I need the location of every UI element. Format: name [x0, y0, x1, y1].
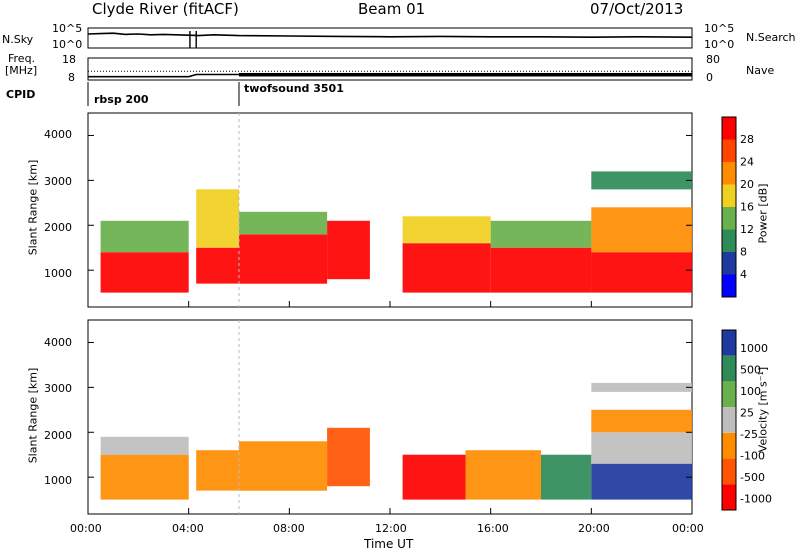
power-ytick-2000: 2000 — [44, 221, 72, 234]
power-cell — [100, 252, 189, 293]
freq-left-label-2: [MHz] — [5, 64, 38, 77]
power-cell — [327, 220, 370, 280]
power-colorbar-tick: 20 — [740, 178, 754, 191]
velocity-cell — [100, 436, 189, 455]
velocity-cell — [541, 454, 592, 500]
xtick-2000: 20:00 — [578, 522, 610, 535]
noise-panel-frame — [87, 27, 693, 49]
velocity-colorbar-tick: 25 — [740, 407, 754, 420]
power-ytick-3000: 3000 — [44, 175, 72, 188]
power-colorbar-segment — [722, 207, 736, 230]
beam-title: Beam 01 — [358, 0, 426, 18]
power-colorbar-frame — [721, 116, 737, 298]
noise-right-tick-bottom: 10^0 — [704, 38, 735, 51]
noise-left-tick-top: 10^5 — [52, 22, 83, 35]
freq-right-label: Nave — [746, 64, 775, 77]
cpid-program-1: rbsp 200 — [94, 93, 149, 106]
xtick-1200: 12:00 — [375, 522, 407, 535]
power-colorbar-tick: 28 — [740, 133, 754, 146]
velocity-cell — [402, 454, 466, 500]
velocity-ytick-3000: 3000 — [44, 382, 72, 395]
velocity-colorbar-tick: 1000 — [740, 342, 768, 355]
velocity-colorbar-tick: -1000 — [740, 493, 772, 506]
xaxis-label: Time UT — [364, 537, 414, 551]
power-cell — [100, 220, 189, 253]
velocity-cell — [591, 409, 692, 433]
date-title: 07/Oct/2013 — [590, 0, 684, 18]
velocity-cell — [591, 382, 692, 392]
power-cell — [490, 220, 592, 248]
power-cell — [402, 216, 491, 244]
power-colorbar-tick: 24 — [740, 156, 754, 169]
velocity-colorbar-segment — [722, 381, 736, 408]
power-cell — [402, 243, 491, 293]
power-ytick-4000: 4000 — [44, 128, 72, 141]
cpid-program-2: twofsound 3501 — [244, 82, 344, 95]
velocity-cell — [100, 454, 189, 500]
velocity-colorbar-tick: 500 — [740, 364, 761, 377]
noise-right-label: N.Search — [746, 31, 796, 44]
freq-left-tick-bottom: 8 — [68, 71, 75, 84]
velocity-ytick-2000: 2000 — [44, 429, 72, 442]
velocity-colorbar-segment — [722, 355, 736, 382]
freq-dense-band — [239, 72, 692, 77]
power-colorbar-segment — [722, 274, 736, 297]
freq-right-tick-top: 80 — [706, 53, 720, 66]
power-colorbar-tick: 12 — [740, 223, 754, 236]
velocity-cell — [196, 450, 239, 491]
xtick-2400: 00:00 — [672, 522, 704, 535]
power-colorbar-tick: 4 — [740, 268, 747, 281]
velocity-colorbar-tick: 100 — [740, 385, 761, 398]
power-cell — [591, 171, 692, 190]
velocity-colorbar-segment — [722, 484, 736, 510]
power-colorbar-tick: 16 — [740, 201, 754, 214]
velocity-ytick-1000: 1000 — [44, 474, 72, 487]
freq-panel-frame — [87, 57, 693, 81]
velocity-colorbar-tick: -100 — [740, 450, 765, 463]
velocity-cell — [327, 427, 370, 487]
freq-left-tick-top: 18 — [62, 53, 76, 66]
noise-sky-line — [87, 32, 693, 39]
xtick-0000: 00:00 — [70, 522, 102, 535]
power-colorbar-tick: 8 — [740, 246, 747, 259]
power-colorbar-segment — [722, 117, 736, 140]
velocity-colorbar-frame — [721, 329, 737, 511]
power-ytick-1000: 1000 — [44, 267, 72, 280]
power-cell — [239, 234, 328, 284]
xtick-0800: 08:00 — [273, 522, 305, 535]
power-colorbar-segment — [722, 229, 736, 252]
velocity-cell — [239, 441, 328, 491]
freq-left-label-1: Freq. — [8, 52, 36, 65]
power-colorbar-segment — [722, 139, 736, 162]
velocity-cell — [591, 432, 692, 464]
freq-right-tick-bottom: 0 — [706, 71, 713, 84]
power-cell — [490, 247, 592, 293]
velocity-colorbar-segment — [722, 407, 736, 433]
power-cell — [591, 252, 692, 293]
velocity-colorbar-tick: -25 — [740, 428, 758, 441]
velocity-ytick-4000: 4000 — [44, 336, 72, 349]
power-cell — [591, 207, 692, 253]
velocity-colorbar-segment — [722, 432, 736, 459]
power-colorbar-segment — [722, 252, 736, 275]
power-cell — [239, 211, 328, 235]
power-colorbar-segment — [722, 162, 736, 185]
noise-left-tick-bottom: 10^0 — [52, 38, 83, 51]
velocity-colorbar-segment — [722, 458, 736, 485]
cpid-label: CPID — [6, 88, 36, 101]
velocity-cell — [465, 450, 541, 500]
xtick-1600: 16:00 — [477, 522, 509, 535]
noise-left-label: N.Sky — [2, 33, 34, 46]
power-cell — [196, 247, 239, 284]
velocity-colorbar-tick: -500 — [740, 471, 765, 484]
velocity-colorbar-segment — [722, 330, 736, 356]
power-cell — [196, 189, 239, 248]
xtick-0400: 04:00 — [172, 522, 204, 535]
station-title: Clyde River (fitACF) — [92, 0, 239, 18]
noise-right-tick-top: 10^5 — [704, 22, 735, 35]
velocity-cell — [591, 463, 692, 500]
power-colorbar-segment — [722, 184, 736, 207]
